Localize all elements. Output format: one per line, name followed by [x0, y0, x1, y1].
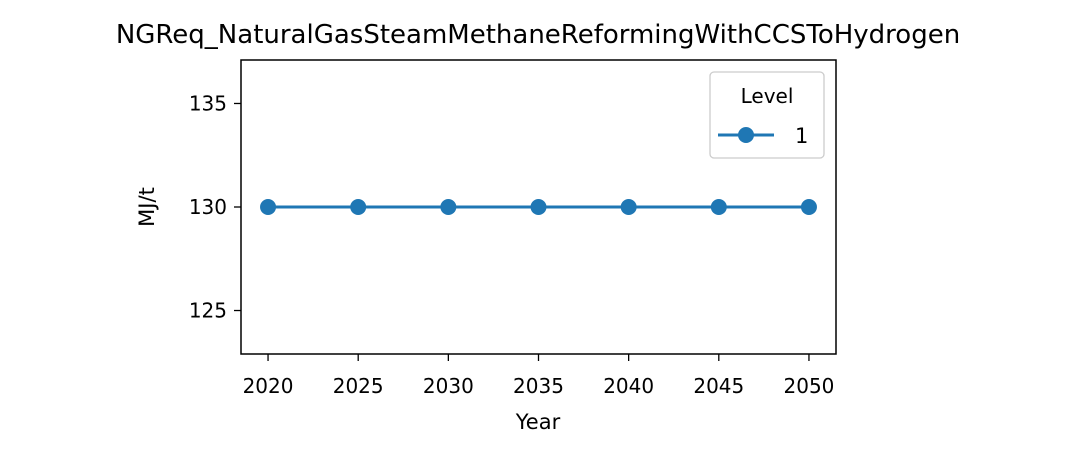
legend-label: 1 [795, 124, 808, 148]
y-axis: 125 130 135 [189, 91, 241, 323]
data-point [800, 199, 817, 215]
data-point [620, 199, 637, 215]
data-point [530, 199, 547, 215]
y-axis-label: MJ/t [135, 187, 159, 227]
data-point [350, 199, 367, 215]
y-tick-label: 135 [189, 91, 227, 115]
data-point [710, 199, 727, 215]
x-axis: 2020 2025 2030 2035 2040 2045 2050 [243, 354, 835, 398]
legend-title: Level [741, 84, 794, 108]
data-point [260, 199, 277, 215]
chart-title: NGReq_NaturalGasSteamMethaneReformingWit… [116, 20, 960, 50]
x-tick-label: 2020 [243, 374, 294, 398]
x-tick-label: 2045 [693, 374, 744, 398]
y-tick-label: 125 [189, 299, 227, 323]
x-tick-label: 2025 [333, 374, 384, 398]
x-tick-label: 2030 [423, 374, 474, 398]
x-tick-label: 2050 [784, 374, 835, 398]
legend-marker-swatch [738, 127, 754, 143]
legend: Level 1 [709, 71, 825, 159]
y-tick-label: 130 [189, 195, 227, 219]
x-tick-label: 2040 [603, 374, 654, 398]
series-layer [260, 199, 817, 215]
x-tick-label: 2035 [513, 374, 564, 398]
x-axis-label: Year [515, 410, 561, 434]
data-point [440, 199, 457, 215]
